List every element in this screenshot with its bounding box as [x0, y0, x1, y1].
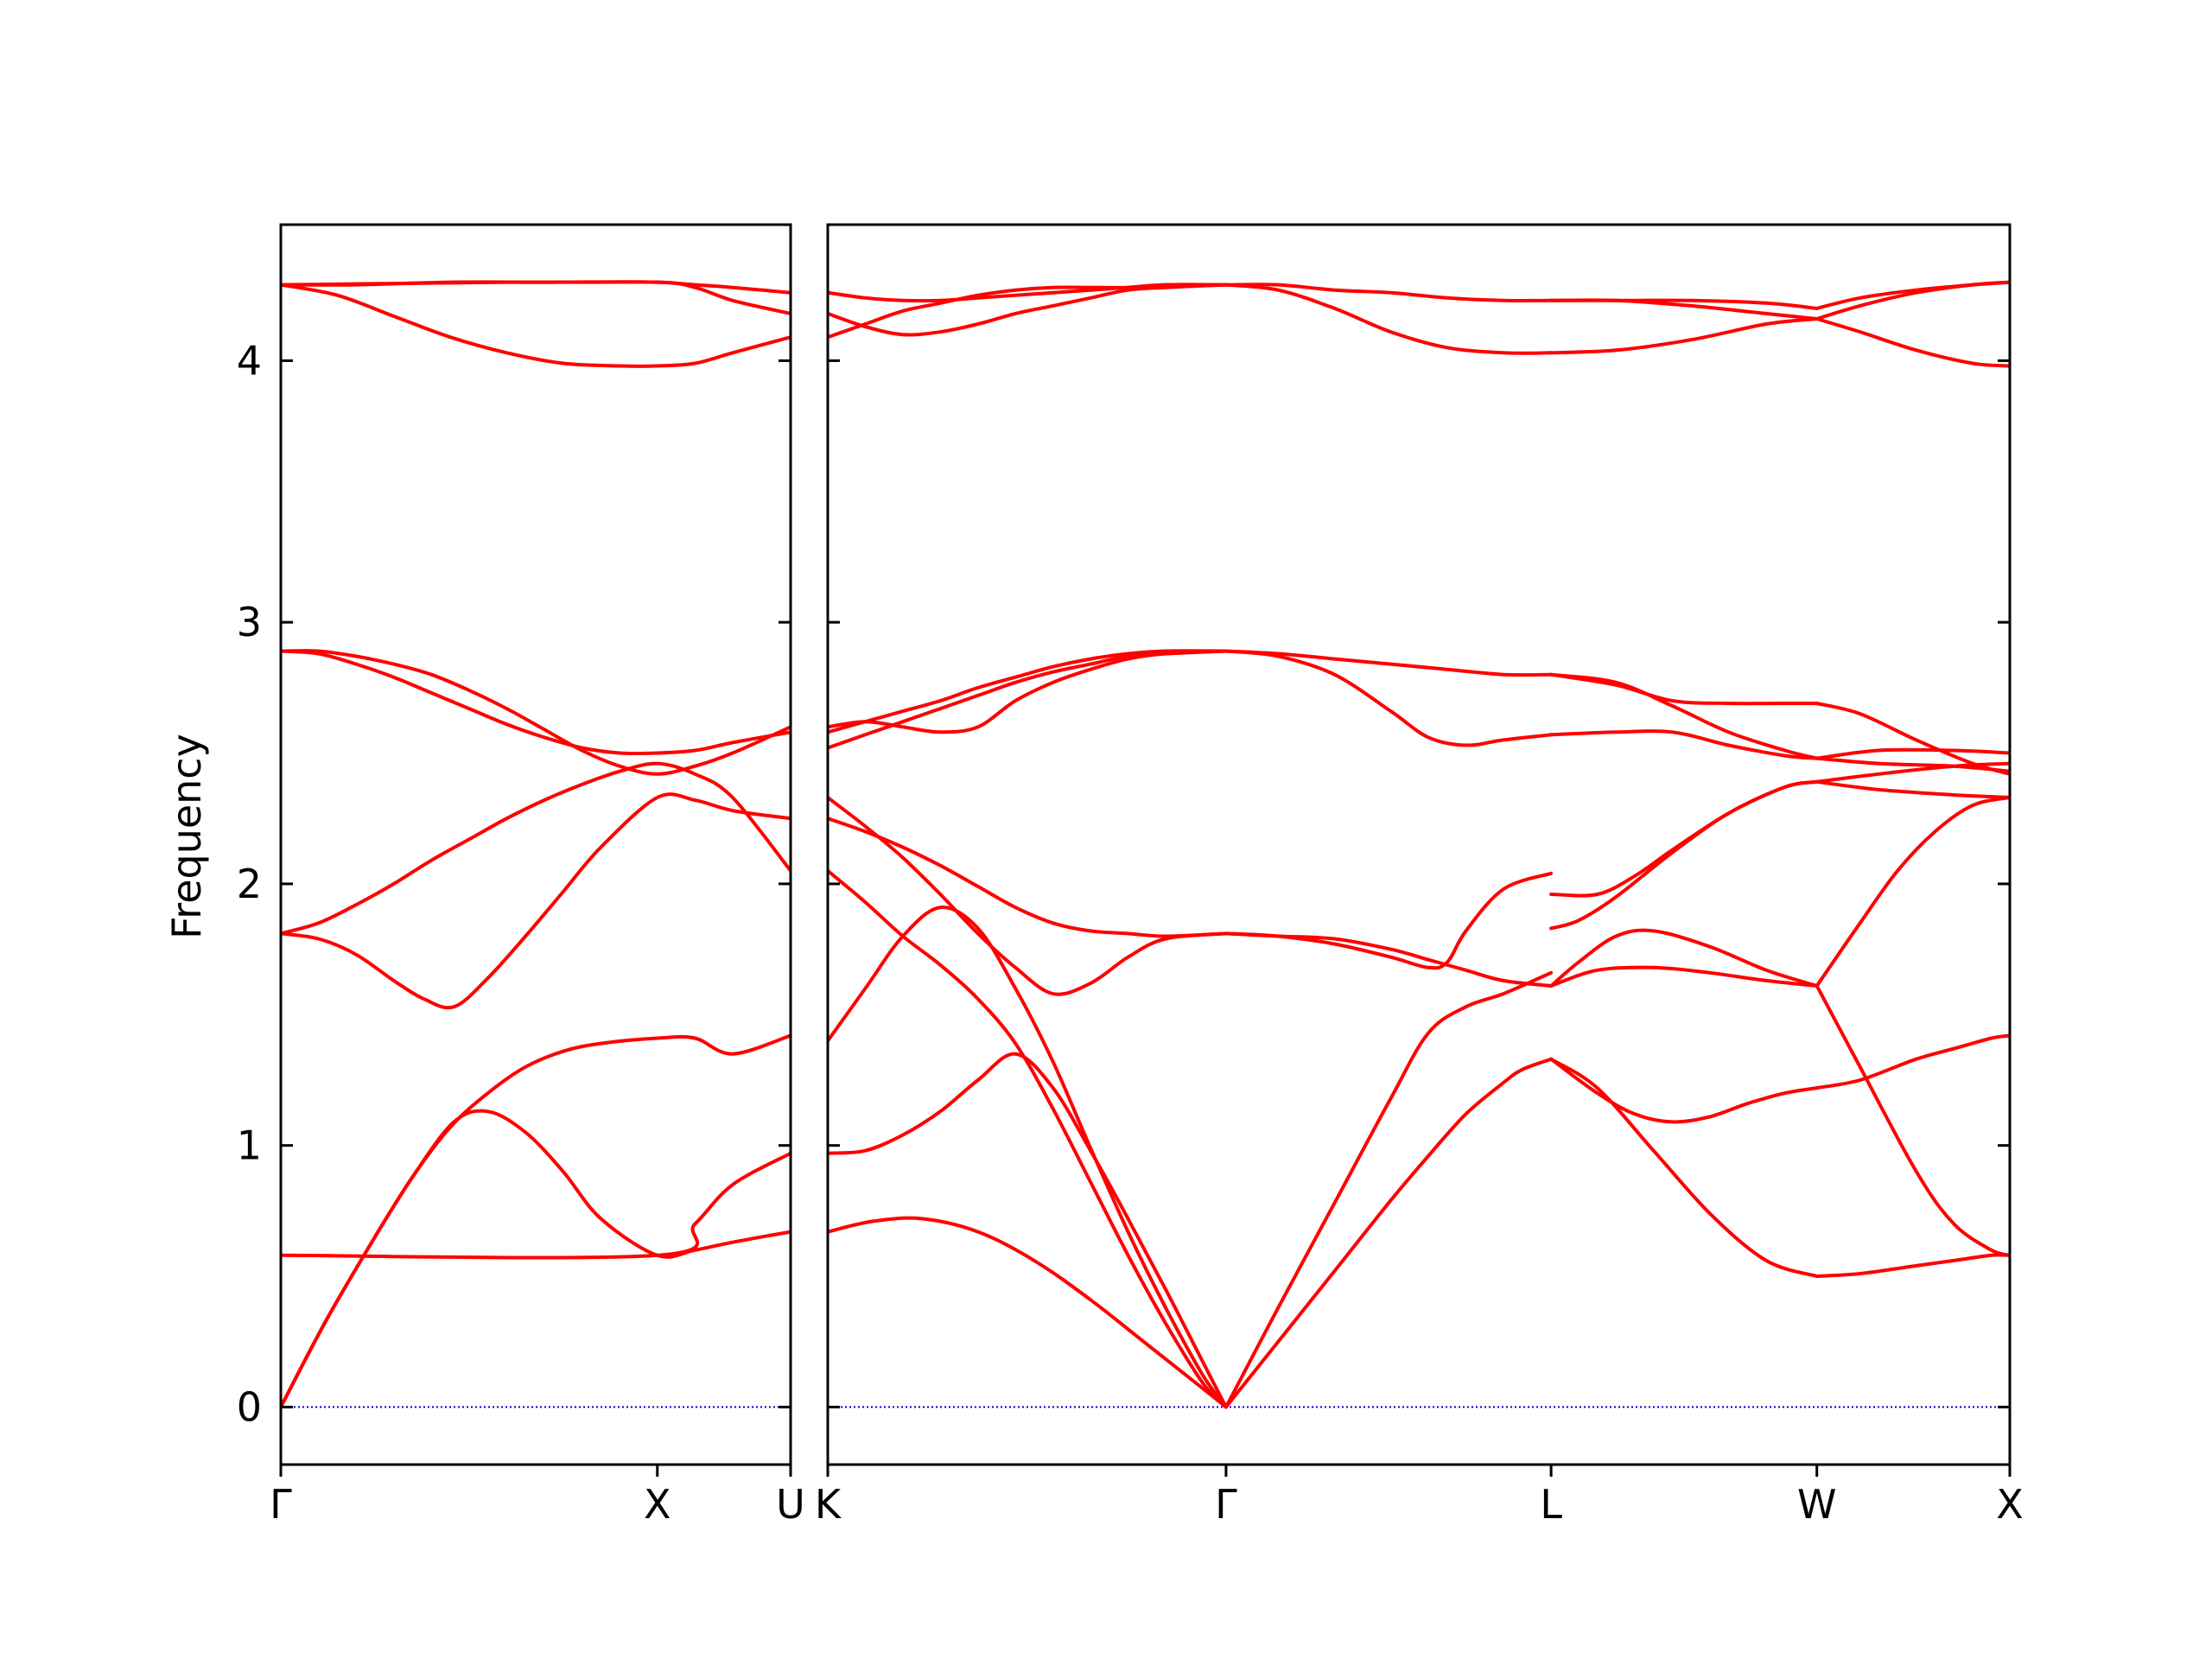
x-tick-label: Γ — [270, 1481, 292, 1528]
band-line — [828, 817, 1228, 938]
band-line — [828, 283, 1228, 337]
band-line — [281, 649, 791, 776]
band-line — [828, 796, 1228, 996]
band-line — [828, 649, 1228, 734]
y-axis-label: Frequency — [163, 734, 210, 939]
band-line — [1224, 1057, 1554, 1409]
band-line — [1549, 779, 1819, 931]
band-line — [281, 1151, 791, 1260]
band-line — [828, 1052, 1228, 1409]
band-line — [281, 1033, 791, 1409]
y-tick-label: 0 — [237, 1383, 262, 1430]
band-line — [1815, 779, 2010, 799]
band-line — [1549, 298, 1819, 310]
band-line — [1815, 796, 2010, 988]
x-tick-label: X — [1996, 1481, 2024, 1528]
band-line — [1815, 1253, 2010, 1278]
x-tick-label: L — [1540, 1481, 1562, 1528]
band-line — [1224, 649, 1554, 677]
band-line — [281, 761, 791, 936]
axes-layer: Γ X U K Γ L W X 0 1 2 3 4 — [237, 223, 2024, 1528]
band-line — [1549, 928, 1819, 988]
y-tick-label: 1 — [237, 1122, 262, 1169]
band-line — [828, 649, 1228, 750]
band-line — [1815, 317, 2010, 368]
band-line — [1815, 1033, 2010, 1090]
band-line — [1224, 931, 1554, 988]
panel-frame — [826, 223, 2012, 1466]
band-line — [1224, 649, 1554, 747]
band-line — [1549, 779, 1819, 898]
band-line — [828, 1216, 1228, 1409]
x-tick-label: Γ — [1215, 1481, 1237, 1528]
panel-1-bands — [828, 280, 2010, 1409]
band-line — [1815, 280, 2010, 310]
band-line — [828, 649, 1228, 734]
band-line — [1549, 317, 1819, 355]
x-tick-label: W — [1797, 1481, 1836, 1528]
band-line — [1549, 672, 1819, 706]
band-line — [1549, 729, 1819, 760]
band-line — [1549, 1057, 1819, 1124]
band-line — [828, 906, 1228, 1409]
band-line — [1224, 283, 1554, 355]
x-tick-label: U — [776, 1481, 805, 1528]
band-line — [1549, 672, 1819, 760]
band-line — [1224, 283, 1554, 303]
band-line — [281, 280, 791, 295]
band-line — [828, 868, 1228, 1409]
band-line — [1224, 970, 1554, 1409]
bands-layer — [281, 280, 2010, 1409]
band-line — [1224, 871, 1554, 970]
band-line — [1815, 761, 2010, 784]
x-tick-label: X — [644, 1481, 671, 1528]
panel-0-bands — [281, 280, 791, 1409]
band-line — [281, 792, 791, 1010]
y-tick-label: 2 — [237, 861, 262, 907]
panel-frame — [279, 223, 792, 1466]
band-line — [281, 649, 791, 756]
band-line — [1549, 965, 1819, 988]
band-line — [1549, 1057, 1819, 1278]
band-line — [1815, 747, 2010, 760]
x-tick-label: K — [815, 1481, 842, 1528]
y-tick-label: 3 — [237, 599, 262, 645]
band-line — [281, 283, 791, 368]
y-tick-label: 4 — [237, 337, 262, 384]
band-line — [1815, 702, 2010, 776]
band-line — [1815, 984, 2010, 1257]
band-line — [828, 283, 1228, 303]
